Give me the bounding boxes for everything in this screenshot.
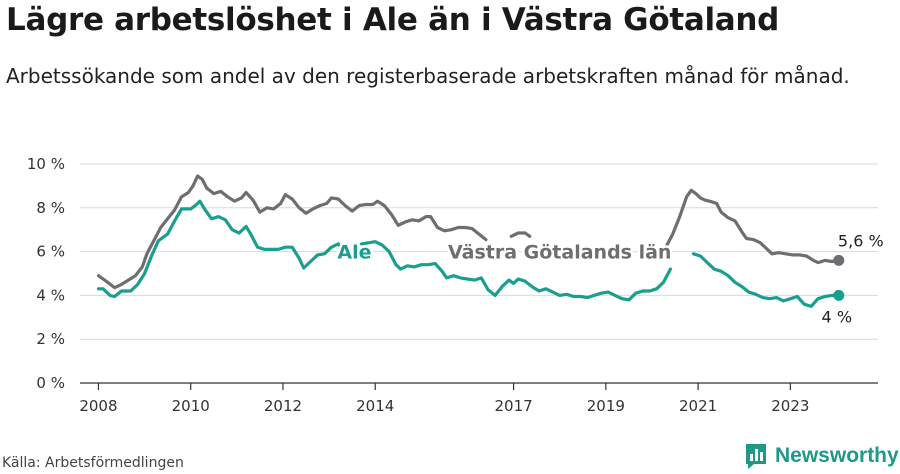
- end-markers: 5,6 % 4 %: [822, 231, 884, 326]
- y-tick-label: 2 %: [36, 330, 65, 348]
- x-tick-label: 2008: [79, 397, 117, 415]
- y-tick-label: 10 %: [27, 155, 65, 173]
- x-tick-label: 2021: [679, 397, 717, 415]
- series-line-vg: [96, 174, 488, 290]
- series-label-vg: Västra Götalands län: [448, 242, 671, 264]
- x-axis: 2008 2010 2012 2014 2017 2019 2021 2023: [79, 382, 878, 415]
- y-tick-label: 8 %: [36, 199, 65, 217]
- newsworthy-logo[interactable]: Newsworthy: [744, 441, 899, 471]
- x-tick-label: 2023: [771, 397, 809, 415]
- series-line-ale: [96, 199, 345, 299]
- series-line-ale: [691, 252, 841, 308]
- x-tick-label: 2010: [172, 397, 210, 415]
- y-tick-label: 6 %: [36, 243, 65, 261]
- brand-name: Newsworthy: [775, 444, 899, 467]
- x-tick-label: 2019: [587, 397, 625, 415]
- end-dot-ale: [833, 289, 845, 301]
- y-tick-label: 4 %: [36, 286, 65, 304]
- y-axis: 0 % 2 % 4 % 6 % 8 % 10 %: [27, 155, 65, 392]
- source-note: Källa: Arbetsförmedlingen: [2, 455, 184, 471]
- x-tick-label: 2014: [356, 397, 394, 415]
- y-tick-label: 0 %: [36, 374, 65, 392]
- newsworthy-icon: [746, 444, 766, 469]
- series-lines: [96, 174, 841, 308]
- x-tick-label: 2017: [495, 397, 533, 415]
- series-line-vg: [509, 231, 532, 238]
- gridlines: [80, 163, 878, 340]
- end-dot-vg: [833, 254, 845, 266]
- chart-title: Lägre arbetslöshet i Ale än i Västra Göt…: [6, 2, 780, 38]
- end-label-ale: 4 %: [822, 307, 852, 326]
- chart-subtitle: Arbetssökande som andel av den registerb…: [6, 64, 850, 88]
- x-tick-label: 2012: [264, 397, 302, 415]
- series-line-vg: [664, 188, 841, 265]
- series-label-ale: Ale: [337, 242, 371, 264]
- series-labels: Ale Västra Götalands län: [335, 239, 674, 266]
- end-label-vg: 5,6 %: [838, 231, 884, 250]
- series-line-ale: [359, 240, 672, 302]
